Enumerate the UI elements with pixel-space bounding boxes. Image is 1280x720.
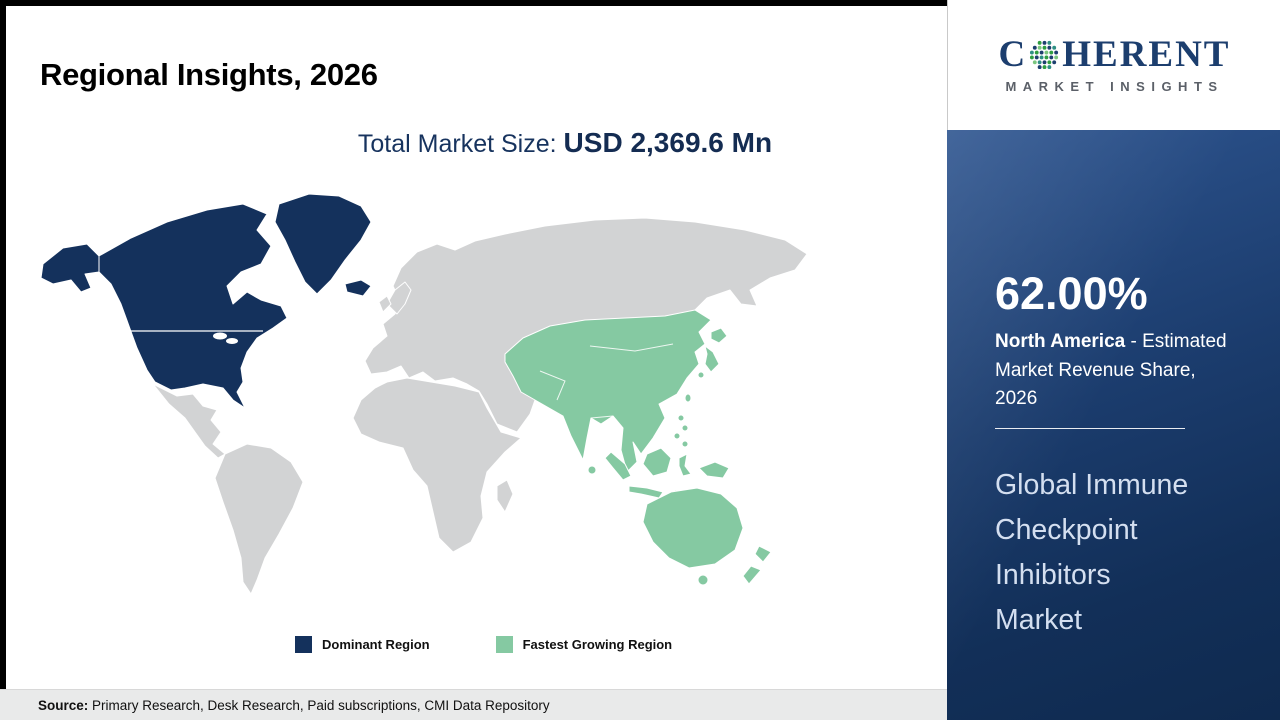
- left-border-rule: [0, 0, 6, 690]
- logo-word-suffix: HERENT: [1062, 34, 1231, 75]
- new-zealand-south: [742, 565, 762, 585]
- top-border-rule: [0, 0, 947, 6]
- philippines-3: [673, 432, 681, 440]
- map-border-lines: [131, 330, 674, 419]
- philippines-4: [681, 440, 689, 448]
- sri-lanka: [587, 465, 597, 475]
- tasmania: [697, 574, 709, 586]
- share-desc-line3: 2026: [995, 388, 1038, 409]
- market-name-line-3: Inhibitors: [995, 559, 1111, 591]
- great-lake-2: [226, 338, 238, 344]
- indonesia-borneo: [642, 447, 672, 477]
- share-value: 62.00%: [995, 268, 1148, 319]
- legend-label-fastest-growing: Fastest Growing Region: [522, 637, 673, 652]
- great-lake-1: [213, 332, 227, 340]
- japan-kyushu: [697, 371, 705, 379]
- japan-honshu: [704, 345, 720, 373]
- india-burma-border: [590, 415, 614, 419]
- region-madagascar: [496, 479, 514, 513]
- region-north-america: [40, 193, 372, 409]
- legend-swatch-dominant: [295, 636, 312, 653]
- greenland: [274, 193, 372, 295]
- share-region: North America: [995, 331, 1126, 352]
- share-desc-line1-rest: - Estimated: [1125, 331, 1227, 352]
- world-map-svg: [40, 193, 808, 595]
- page-title: Regional Insights, 2026: [40, 56, 378, 92]
- indonesia-java: [628, 485, 664, 499]
- asia-mainland: [504, 309, 712, 473]
- market-name: Global Immune Checkpoint Inhibitors Mark…: [995, 463, 1188, 643]
- world-map: [35, 186, 815, 598]
- source-label: Source:: [38, 697, 89, 713]
- new-zealand-north: [754, 545, 772, 563]
- philippines-1: [677, 414, 685, 422]
- new-guinea: [698, 461, 730, 479]
- region-ireland: [378, 295, 392, 313]
- source-text: Primary Research, Desk Research, Paid su…: [88, 697, 550, 713]
- market-name-line-2: Checkpoint: [995, 514, 1138, 546]
- japan-hokkaido: [710, 327, 728, 344]
- legend-item-dominant: Dominant Region: [295, 636, 430, 653]
- logo-subtitle: MARKET INSIGHTS: [1005, 79, 1224, 94]
- footer-source-bar: Source: Primary Research, Desk Research,…: [0, 689, 947, 720]
- logo-word-prefix: C: [998, 34, 1028, 75]
- legend-item-fastest-growing: Fastest Growing Region: [495, 636, 673, 653]
- panel-divider: [995, 428, 1185, 429]
- market-name-line-4: Market: [995, 604, 1083, 636]
- legend-swatch-fastest-growing: [495, 636, 513, 653]
- alaska: [40, 243, 100, 293]
- taiwan: [684, 393, 692, 403]
- region-asia-pacific: [504, 309, 772, 586]
- share-desc-line2: Market Revenue Share,: [995, 359, 1196, 381]
- share-description: North America - Estimated Market Revenue…: [995, 328, 1245, 414]
- philippines-2: [681, 424, 689, 432]
- indonesia-sulawesi: [678, 453, 692, 477]
- market-name-line-1: Global Immune: [995, 469, 1189, 501]
- globe-icon: [1030, 40, 1059, 70]
- mongolia-border: [589, 343, 674, 352]
- brand-logo: C HERENT MARKET INSIGHTS: [947, 0, 1280, 130]
- region-africa: [352, 377, 522, 553]
- side-panel: 62.00% North America - Estimated Market …: [947, 130, 1280, 720]
- region-united-kingdom: [386, 281, 412, 315]
- map-legend: Dominant Region Fastest Growing Region: [295, 636, 672, 653]
- logo-wordmark: C HERENT: [999, 36, 1231, 73]
- canada-usa: [98, 203, 288, 409]
- legend-label-dominant: Dominant Region: [322, 637, 430, 652]
- iceland: [344, 279, 372, 297]
- region-south-america: [214, 443, 304, 595]
- total-market-size-value: USD 2,369.6 Mn: [563, 127, 773, 158]
- indonesia-sumatra: [604, 451, 632, 481]
- total-market-size: Total Market Size: USD 2,369.6 Mn: [245, 127, 885, 159]
- australia: [642, 487, 744, 569]
- region-mexico-central-america: [152, 383, 226, 459]
- total-market-size-label: Total Market Size:: [357, 130, 564, 158]
- central-asia-borders: [539, 370, 566, 401]
